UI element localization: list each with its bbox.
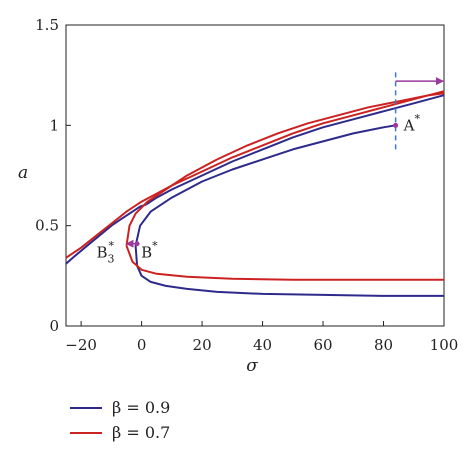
legend: β = 0.9 β = 0.7	[70, 398, 170, 442]
series-1-branch-2	[125, 245, 444, 281]
y-tick-label: 1	[49, 116, 59, 134]
legend-label-series-0: β = 0.9	[112, 398, 170, 417]
x-tick-label: −20	[65, 336, 97, 354]
x-axis-label: σ	[246, 356, 258, 376]
y-axis-label: a	[18, 163, 28, 183]
y-tick-label: 1.5	[35, 16, 59, 34]
series-0-branch-0	[65, 203, 147, 265]
y-axis: 0 0.5 1 1.5	[35, 16, 71, 335]
annotations: A* B* B3*	[96, 71, 444, 266]
plot-frame	[65, 24, 445, 327]
label-a-star: A*	[403, 112, 421, 134]
x-axis: −20 0 20 40 60 80 100	[65, 321, 458, 354]
x-tick-label: 100	[430, 336, 459, 354]
y-tick-label: 0	[49, 317, 59, 335]
legend-label-series-1: β = 0.7	[112, 423, 170, 442]
x-tick-label: 40	[253, 336, 272, 354]
x-tick-label: 0	[137, 336, 147, 354]
series-1-branch-1	[125, 92, 445, 246]
series-0-branch-3	[145, 94, 445, 206]
label-b3-star: B3*	[96, 240, 114, 266]
series-0-branch-1	[134, 124, 396, 266]
point-b-star	[134, 241, 140, 247]
x-tick-label: 60	[313, 336, 332, 354]
x-tick-label: 80	[374, 336, 393, 354]
point-a-star	[393, 122, 399, 128]
plot-curves	[65, 90, 445, 297]
label-b-star: B*	[141, 240, 158, 262]
y-tick-label: 0.5	[35, 217, 59, 235]
series-1-branch-0	[65, 90, 445, 259]
series-0-branch-2	[136, 265, 444, 297]
x-tick-label: 20	[193, 336, 212, 354]
